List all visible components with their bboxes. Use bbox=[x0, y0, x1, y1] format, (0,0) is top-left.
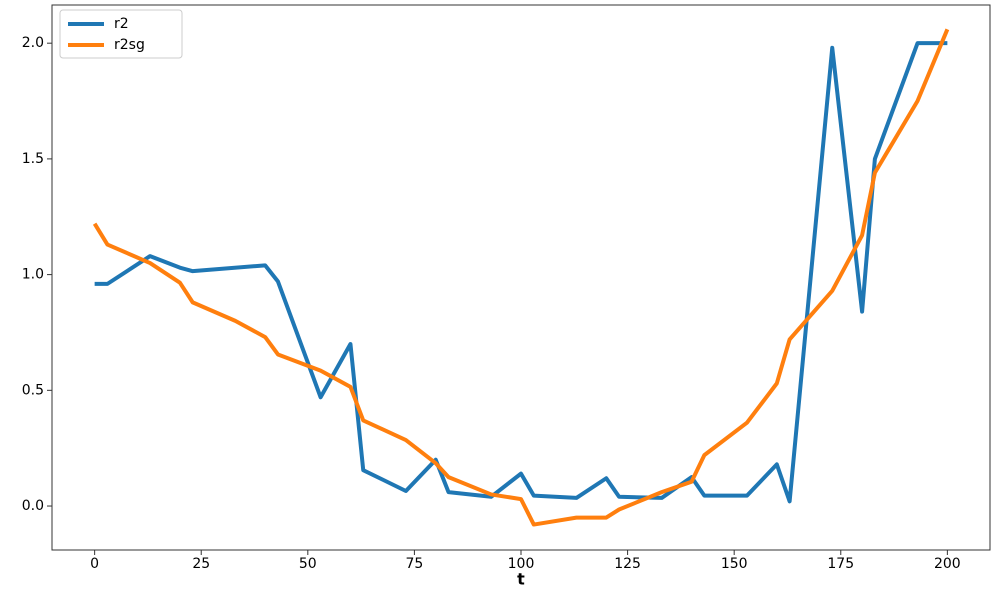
x-tick-label: 175 bbox=[827, 556, 854, 572]
x-tick-label: 150 bbox=[721, 556, 748, 572]
x-tick-label: 25 bbox=[192, 556, 210, 572]
x-tick-label: 75 bbox=[405, 556, 423, 572]
x-tick-label: 50 bbox=[299, 556, 317, 572]
y-tick-label: 1.5 bbox=[22, 151, 44, 167]
legend-label: r2 bbox=[114, 16, 129, 32]
x-tick-label: 125 bbox=[614, 556, 641, 572]
plot-frame bbox=[51, 4, 991, 551]
x-tick-label: 100 bbox=[508, 556, 535, 572]
y-tick-label: 0.5 bbox=[22, 382, 44, 398]
y-tick-label: 1.0 bbox=[22, 267, 44, 283]
line-series bbox=[92, 28, 950, 527]
y-tick-label: 0.0 bbox=[22, 498, 44, 514]
legend-label: r2sg bbox=[114, 37, 145, 53]
y-tick-label: 2.0 bbox=[22, 35, 44, 51]
line-series bbox=[94, 41, 948, 504]
x-tick-label: 200 bbox=[934, 556, 961, 572]
x-tick-label: 0 bbox=[90, 556, 99, 572]
x-axis-label: t bbox=[517, 570, 525, 589]
